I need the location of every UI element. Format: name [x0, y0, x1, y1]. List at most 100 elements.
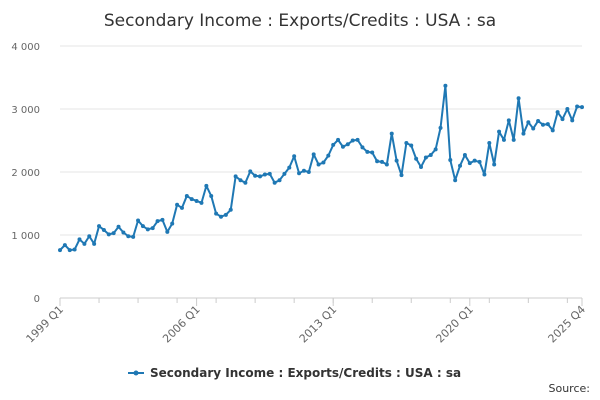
data-point	[199, 200, 204, 205]
data-point	[458, 163, 463, 168]
data-point	[248, 169, 253, 174]
data-point	[189, 197, 194, 202]
data-point	[472, 158, 477, 163]
data-point	[355, 137, 360, 142]
data-point	[428, 152, 433, 157]
x-tick-label: 2006 Q1	[160, 303, 203, 346]
data-point	[365, 149, 370, 154]
y-tick-label: 2 000	[11, 168, 40, 179]
data-point	[170, 221, 175, 226]
data-point	[336, 137, 341, 142]
data-point	[262, 172, 267, 177]
data-point	[116, 224, 121, 229]
data-point	[399, 173, 404, 178]
data-point	[340, 144, 345, 149]
data-point	[423, 155, 428, 160]
data-point	[521, 131, 526, 136]
x-axis: 1999 Q1 2006 Q1 2013 Q1 2020 Q1 2025 Q4	[24, 298, 589, 346]
data-point	[331, 142, 336, 147]
data-point	[487, 141, 492, 146]
data-point	[575, 104, 580, 109]
data-point	[140, 224, 145, 229]
data-point	[301, 168, 306, 173]
data-point	[150, 226, 155, 231]
data-point	[375, 159, 380, 164]
data-point	[77, 237, 82, 242]
source-label: Source:	[549, 382, 591, 395]
data-point	[506, 118, 511, 123]
data-point	[526, 120, 531, 125]
data-point	[233, 174, 238, 179]
data-point	[228, 207, 233, 212]
data-point	[287, 165, 292, 170]
data-point	[433, 147, 438, 152]
data-point	[555, 110, 560, 115]
data-point	[545, 122, 550, 127]
data-point	[58, 248, 62, 253]
data-point	[214, 211, 219, 216]
data-point	[218, 214, 223, 219]
data-point	[350, 138, 355, 143]
data-point	[272, 180, 277, 185]
legend-label: Secondary Income : Exports/Credits : USA…	[150, 366, 461, 380]
data-point	[477, 159, 482, 164]
data-point	[121, 230, 126, 235]
series-layer	[58, 83, 584, 253]
data-point	[101, 227, 106, 232]
data-point	[511, 137, 516, 142]
data-point	[97, 224, 102, 229]
data-point	[160, 217, 165, 222]
data-point	[87, 234, 92, 239]
data-point	[565, 107, 570, 111]
data-point	[389, 131, 394, 136]
data-point	[67, 248, 72, 253]
data-point	[443, 83, 448, 88]
data-point	[414, 156, 419, 161]
y-tick-label: 0	[34, 294, 40, 305]
data-point	[155, 219, 160, 224]
data-point	[384, 162, 389, 167]
data-point	[106, 232, 111, 237]
data-point	[165, 229, 170, 234]
data-point	[404, 141, 409, 146]
data-point	[311, 152, 316, 157]
data-point	[580, 105, 584, 110]
data-point	[194, 198, 199, 203]
data-point	[570, 118, 575, 123]
data-point	[482, 172, 487, 177]
data-point	[306, 170, 311, 174]
data-point	[223, 212, 228, 217]
data-point	[540, 122, 545, 127]
data-point	[297, 171, 302, 176]
data-point	[111, 231, 116, 236]
data-point	[267, 171, 272, 176]
data-point	[467, 161, 472, 166]
data-point	[209, 193, 214, 198]
data-point	[175, 202, 180, 207]
data-point	[126, 234, 131, 239]
data-point	[370, 150, 375, 155]
data-point	[145, 227, 150, 232]
data-point	[243, 180, 248, 185]
y-tick-label: 3 000	[11, 105, 40, 116]
data-point	[82, 241, 87, 246]
y-axis-ticks: 0 1 000 2 000 3 000 4 000	[11, 42, 40, 305]
y-tick-label: 4 000	[11, 42, 40, 53]
data-point	[394, 158, 399, 163]
data-point	[516, 96, 521, 101]
data-point	[292, 154, 297, 159]
data-point	[136, 218, 141, 223]
gridlines	[60, 45, 582, 299]
legend[interactable]: Secondary Income : Exports/Credits : USA…	[128, 366, 461, 380]
data-point	[560, 117, 565, 122]
x-tick-label: 2020 Q1	[433, 303, 476, 346]
data-point	[92, 241, 97, 246]
data-point	[282, 171, 287, 176]
y-tick-label: 1 000	[11, 231, 40, 242]
data-point	[448, 158, 453, 163]
data-point	[345, 142, 350, 147]
data-point	[531, 126, 536, 131]
x-tick-label: 2025 Q4	[546, 303, 589, 346]
data-point	[492, 162, 497, 167]
